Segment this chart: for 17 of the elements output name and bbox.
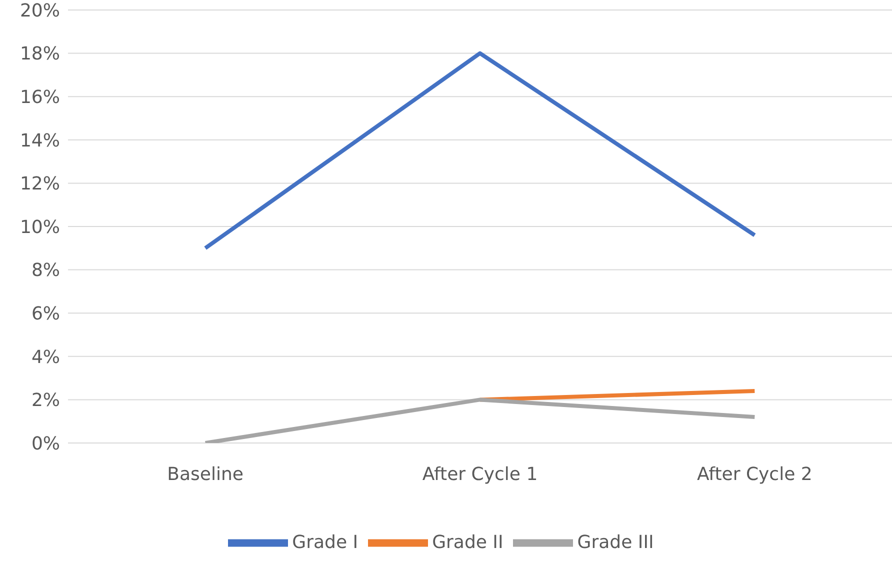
legend-label: Grade II [432,532,504,553]
legend-label: Grade I [292,532,358,553]
x-tick-label: After Cycle 2 [697,464,812,485]
y-tick-label: 10% [20,216,60,238]
y-tick-label: 4% [31,346,60,368]
x-tick-label: After Cycle 1 [422,464,538,485]
y-tick-label: 16% [20,86,60,108]
legend-label: Grade III [577,532,654,553]
y-tick-label: 6% [31,303,60,324]
y-tick-label: 18% [20,44,60,65]
y-tick-label: 8% [31,260,60,282]
y-tick-label: 0% [31,433,60,454]
x-tick-label: Baseline [167,464,244,485]
y-tick-label: 12% [20,174,60,195]
y-tick-label: 14% [20,130,60,152]
y-tick-label: 20% [20,0,60,22]
y-tick-label: 2% [31,390,60,412]
